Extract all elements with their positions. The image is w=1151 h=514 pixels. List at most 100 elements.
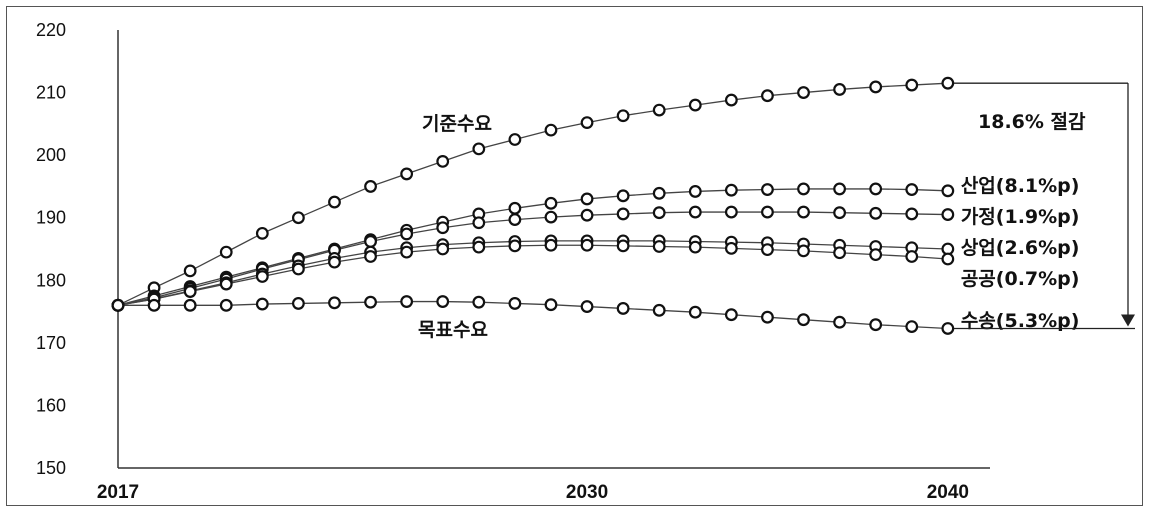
data-point	[219, 245, 233, 259]
data-point	[905, 320, 919, 333]
y-tick-label: 180	[36, 270, 66, 290]
data-point	[941, 208, 955, 221]
data-point	[797, 182, 810, 196]
annotation-reduction-label: 18.6% 절감	[978, 111, 1086, 133]
data-point	[364, 295, 377, 309]
data-point	[941, 252, 955, 266]
data-point	[472, 216, 486, 230]
data-point	[905, 250, 919, 263]
series-end-label: 상업(2.6%p)	[961, 237, 1080, 259]
data-point	[472, 295, 486, 309]
data-point	[183, 285, 197, 298]
series-line	[117, 244, 948, 306]
data-point	[833, 206, 846, 220]
data-point	[616, 207, 630, 221]
data-point	[869, 206, 883, 220]
data-point	[544, 196, 558, 210]
data-point	[941, 322, 955, 335]
data-point	[652, 103, 666, 117]
data-point	[724, 205, 738, 219]
data-point	[724, 241, 738, 255]
data-point	[905, 78, 919, 92]
series-line	[118, 300, 948, 330]
data-point	[328, 195, 341, 209]
data-point	[292, 211, 305, 225]
data-point	[508, 201, 522, 215]
data-point	[436, 221, 450, 235]
data-point	[688, 305, 702, 319]
data-point	[255, 270, 269, 283]
x-tick-label: 2017	[97, 482, 139, 503]
data-point	[580, 116, 594, 130]
x-tick-label: 2040	[927, 482, 969, 503]
y-tick-label: 150	[36, 458, 66, 478]
y-tick-label: 210	[36, 83, 66, 103]
data-point	[869, 248, 883, 262]
data-point	[364, 250, 377, 263]
data-point	[688, 98, 702, 112]
data-point	[941, 76, 955, 90]
data-point	[724, 183, 738, 197]
data-point	[761, 183, 774, 196]
data-point	[364, 180, 377, 193]
data-point	[400, 245, 414, 259]
data-point	[472, 142, 486, 156]
data-point	[833, 246, 846, 260]
data-point	[219, 277, 233, 291]
data-point	[400, 227, 414, 241]
data-point	[544, 298, 558, 312]
data-point	[616, 302, 630, 315]
data-point	[688, 185, 702, 198]
data-point	[580, 192, 594, 206]
y-tick-label: 220	[36, 20, 66, 40]
data-point	[436, 242, 450, 256]
data-point	[219, 298, 233, 312]
y-tick-label: 170	[36, 333, 66, 353]
data-point	[508, 213, 522, 226]
data-point	[580, 208, 594, 222]
data-point	[508, 297, 522, 310]
data-point	[652, 206, 666, 220]
series-end-label: 가정(1.9%p)	[961, 206, 1080, 228]
data-point	[508, 133, 522, 146]
annotation-target-label: 목표수요	[418, 319, 488, 341]
y-tick-label: 190	[36, 208, 66, 228]
data-point	[941, 184, 955, 198]
data-point	[869, 80, 883, 94]
data-point	[761, 243, 774, 257]
series-end-label: 공공(0.7%p)	[961, 268, 1080, 290]
data-point	[761, 89, 774, 103]
data-point	[508, 239, 522, 253]
data-point	[616, 239, 630, 253]
data-point	[869, 182, 883, 196]
data-point	[183, 298, 197, 312]
data-point	[797, 244, 810, 258]
data-point	[724, 308, 738, 322]
data-point	[797, 86, 810, 99]
data-point	[833, 182, 846, 196]
data-point	[580, 300, 594, 313]
data-point	[688, 205, 702, 219]
data-point	[688, 240, 702, 254]
data-point	[436, 154, 450, 168]
data-point	[292, 297, 305, 310]
data-point	[472, 240, 486, 254]
y-tick-label: 200	[36, 145, 66, 165]
x-tick-label: 2030	[566, 482, 608, 503]
annotation-baseline-label: 기준수요	[422, 113, 492, 135]
data-point	[183, 264, 197, 278]
data-point	[580, 238, 594, 252]
series-end-label: 산업(8.1%p)	[961, 175, 1080, 197]
data-point	[652, 186, 666, 200]
data-point	[328, 296, 341, 310]
data-point	[797, 205, 810, 219]
data-point	[833, 315, 846, 329]
data-point	[616, 109, 630, 123]
chart-frame	[6, 6, 1143, 506]
data-point	[328, 255, 341, 269]
data-point	[111, 298, 125, 312]
data-point	[364, 235, 377, 248]
data-point	[869, 318, 883, 332]
data-point	[255, 226, 269, 240]
